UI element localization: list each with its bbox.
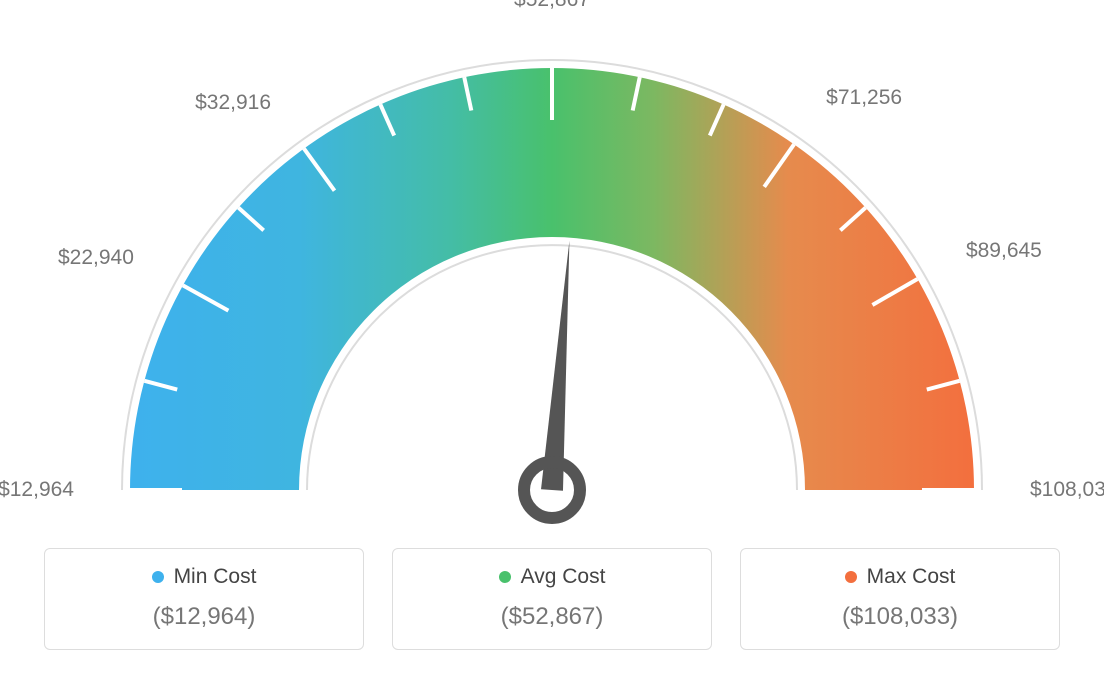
legend-row: Min Cost ($12,964) Avg Cost ($52,867) Ma… [0,548,1104,650]
cost-gauge: $12,964 $22,940 $32,916 $52,867 $71,256 $89,6… [0,0,1104,540]
legend-title-max: Max Cost [845,565,956,589]
legend-card-avg: Avg Cost ($52,867) [392,548,712,650]
legend-value-avg: ($52,867) [403,603,701,631]
gauge-tick-label: $12,964 [0,478,74,502]
max-dot-icon [845,571,857,583]
gauge-tick-label: $32,916 [195,91,271,115]
legend-label-avg: Avg Cost [521,565,606,589]
legend-title-min: Min Cost [152,565,257,589]
legend-label-min: Min Cost [174,565,257,589]
legend-card-max: Max Cost ($108,033) [740,548,1060,650]
gauge-tick-label: $108,033 [1030,478,1104,502]
gauge-tick-label: $22,940 [58,246,134,270]
gauge-tick-label: $52,867 [514,0,590,12]
gauge-tick-label: $71,256 [826,86,902,110]
gauge-svg [0,0,1104,540]
legend-label-max: Max Cost [867,565,956,589]
min-dot-icon [152,571,164,583]
legend-value-min: ($12,964) [55,603,353,631]
legend-value-max: ($108,033) [751,603,1049,631]
legend-card-min: Min Cost ($12,964) [44,548,364,650]
avg-dot-icon [499,571,511,583]
gauge-tick-label: $89,645 [966,239,1042,263]
legend-title-avg: Avg Cost [499,565,606,589]
